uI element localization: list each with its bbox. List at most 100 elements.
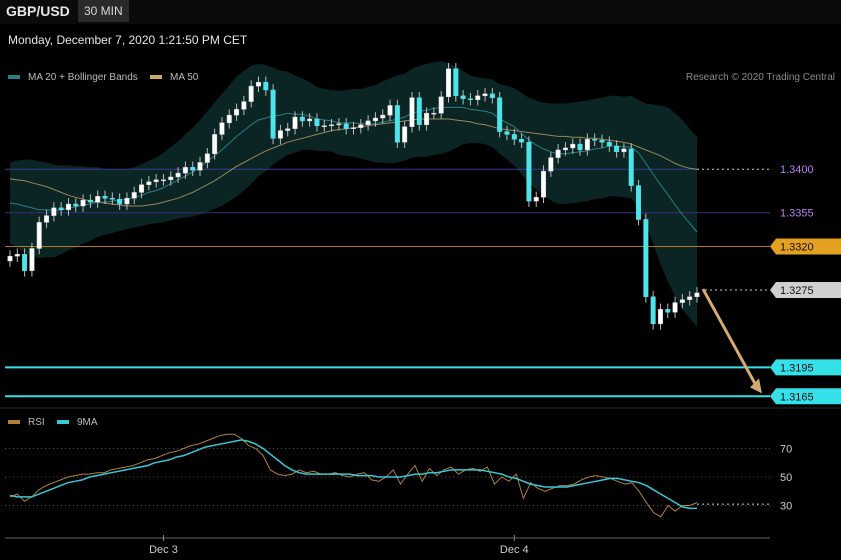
level-label: 1.3320 xyxy=(780,242,814,254)
legend-swatch xyxy=(57,420,69,424)
candle-body xyxy=(416,97,422,126)
rsi-ma-line xyxy=(9,439,697,510)
candle-body xyxy=(372,117,378,122)
candle-body xyxy=(570,143,576,149)
candle-body xyxy=(182,167,188,174)
candle-body xyxy=(190,167,196,171)
candle-body xyxy=(204,153,210,163)
candle-body xyxy=(314,118,320,127)
candle-body xyxy=(336,123,342,126)
x-tick-label: Dec 4 xyxy=(500,544,529,556)
candle-body xyxy=(160,179,166,182)
candle-body xyxy=(168,176,174,181)
candle-body xyxy=(14,254,20,257)
candle-body xyxy=(51,207,57,216)
candle-body xyxy=(58,207,64,211)
candle-body xyxy=(431,112,437,115)
candle-body xyxy=(446,68,452,98)
candle-body xyxy=(489,93,495,98)
symbol-label: GBP/USD xyxy=(6,3,70,19)
forecast-arrow-head xyxy=(750,378,762,394)
candle-body xyxy=(73,203,79,207)
candle-body xyxy=(636,185,642,220)
candle-body xyxy=(679,299,685,303)
candle-body xyxy=(197,162,203,171)
candle-body xyxy=(504,131,510,135)
candle-body xyxy=(394,105,400,143)
candle-body xyxy=(95,196,101,203)
candle-body xyxy=(497,97,503,132)
timeframe-selector[interactable]: 30 MIN xyxy=(78,0,129,22)
candle-body xyxy=(358,124,364,128)
legend-swatch xyxy=(8,420,20,424)
rsi-tick-label: 70 xyxy=(780,444,792,456)
candle-body xyxy=(285,128,291,131)
candle-body xyxy=(672,302,678,313)
candle-body xyxy=(248,85,254,102)
rsi-tick-label: 30 xyxy=(780,501,792,513)
candle-body xyxy=(263,82,269,91)
candle-body xyxy=(219,122,225,135)
rsi-tick-label: 50 xyxy=(780,472,792,484)
candle-body xyxy=(665,309,671,313)
candle-body xyxy=(467,98,473,100)
candle-body xyxy=(65,203,71,211)
candle-body xyxy=(146,181,152,185)
candle-body xyxy=(343,123,349,129)
candle-body xyxy=(475,95,481,100)
candle-body xyxy=(277,130,283,139)
legend-label: MA 50 xyxy=(170,72,199,83)
candle-body xyxy=(22,254,28,271)
candle-body xyxy=(175,172,181,178)
candle-body xyxy=(628,148,634,186)
candle-body xyxy=(124,197,130,205)
candle-body xyxy=(44,215,50,223)
candle-body xyxy=(526,141,532,202)
candle-body xyxy=(226,114,232,124)
candle-body xyxy=(533,197,539,202)
candle-body xyxy=(438,96,444,114)
candle-body xyxy=(321,125,327,128)
legend-swatch xyxy=(8,75,20,79)
candle-body xyxy=(614,145,620,153)
candle-body xyxy=(387,105,393,116)
candle-body xyxy=(351,127,356,129)
candle-body xyxy=(694,292,700,298)
candle-body xyxy=(460,95,466,99)
candle-body xyxy=(139,184,145,193)
candle-body xyxy=(299,116,305,122)
candle-body xyxy=(329,124,335,127)
candle-body xyxy=(307,118,313,122)
level-tag-1-3320 xyxy=(770,238,841,255)
candle-body xyxy=(102,196,108,199)
candle-body xyxy=(424,112,430,126)
x-tick-label: Dec 3 xyxy=(149,544,178,556)
candle-body xyxy=(643,219,649,298)
level-tag-1-3165 xyxy=(770,388,841,405)
candle-body xyxy=(453,68,459,97)
candle-body xyxy=(409,97,415,127)
level-label: 1.3355 xyxy=(780,208,814,220)
candle-body xyxy=(621,148,627,153)
candle-body xyxy=(36,222,42,249)
bollinger-band xyxy=(10,61,697,327)
level-tag-1-3195 xyxy=(770,359,841,376)
candle-body xyxy=(402,126,408,143)
candle-body xyxy=(270,89,276,139)
candle-body xyxy=(80,199,86,207)
candle-body xyxy=(153,179,159,183)
candle-body xyxy=(650,296,656,325)
candle-body xyxy=(29,248,35,271)
candle-body xyxy=(657,309,663,325)
candle-body xyxy=(541,170,547,198)
candle-body xyxy=(548,157,554,172)
candle-body xyxy=(577,143,583,151)
level-tag-1-3275 xyxy=(770,282,841,299)
candle-body xyxy=(7,255,13,262)
candle-body xyxy=(131,192,137,199)
candle-body xyxy=(606,141,612,147)
candle-body xyxy=(292,116,298,129)
timestamp: Monday, December 7, 2020 1:21:50 PM CET xyxy=(8,33,248,47)
title-bar: GBP/USD 30 MIN xyxy=(0,0,841,24)
